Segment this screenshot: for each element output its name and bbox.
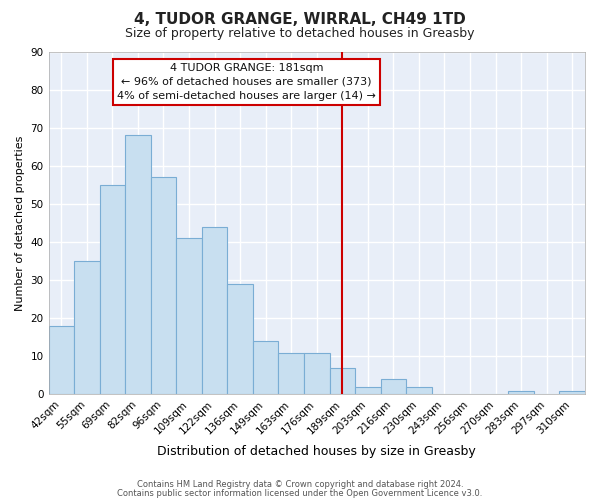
- Text: 4, TUDOR GRANGE, WIRRAL, CH49 1TD: 4, TUDOR GRANGE, WIRRAL, CH49 1TD: [134, 12, 466, 28]
- Bar: [406, 387, 432, 394]
- Bar: [253, 341, 278, 394]
- Text: Contains public sector information licensed under the Open Government Licence v3: Contains public sector information licen…: [118, 488, 482, 498]
- Bar: [508, 390, 534, 394]
- Bar: [176, 238, 202, 394]
- Bar: [202, 227, 227, 394]
- Bar: [227, 284, 253, 395]
- X-axis label: Distribution of detached houses by size in Greasby: Distribution of detached houses by size …: [157, 444, 476, 458]
- Bar: [329, 368, 355, 394]
- Bar: [49, 326, 74, 394]
- Bar: [151, 177, 176, 394]
- Bar: [380, 379, 406, 394]
- Text: Size of property relative to detached houses in Greasby: Size of property relative to detached ho…: [125, 28, 475, 40]
- Bar: [100, 185, 125, 394]
- Bar: [74, 261, 100, 394]
- Bar: [559, 390, 585, 394]
- Bar: [304, 352, 329, 395]
- Bar: [278, 352, 304, 395]
- Y-axis label: Number of detached properties: Number of detached properties: [15, 136, 25, 310]
- Text: 4 TUDOR GRANGE: 181sqm
← 96% of detached houses are smaller (373)
4% of semi-det: 4 TUDOR GRANGE: 181sqm ← 96% of detached…: [117, 63, 376, 101]
- Text: Contains HM Land Registry data © Crown copyright and database right 2024.: Contains HM Land Registry data © Crown c…: [137, 480, 463, 489]
- Bar: [355, 387, 380, 394]
- Bar: [125, 136, 151, 394]
